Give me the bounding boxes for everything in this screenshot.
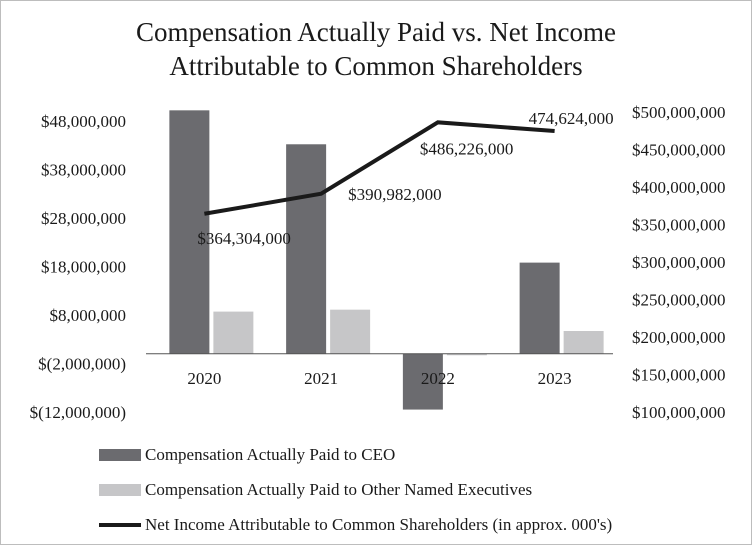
bar-other-executives xyxy=(330,309,371,354)
left-axis-tick-label: $(12,000,000) xyxy=(30,403,126,422)
x-axis-category-label: 2021 xyxy=(304,369,338,388)
right-axis-tick-label: $400,000,000 xyxy=(632,178,726,197)
bar-other-executives xyxy=(446,353,487,356)
legend-label-neo: Compensation Actually Paid to Other Name… xyxy=(145,479,533,499)
net-income-data-label: $486,226,000 xyxy=(420,139,514,158)
right-axis-tick-label: $150,000,000 xyxy=(632,366,726,385)
net-income-data-label: 474,624,000 xyxy=(529,109,614,128)
legend-item-neo: Compensation Actually Paid to Other Name… xyxy=(99,472,739,507)
legend-swatch-neo xyxy=(99,483,141,496)
left-axis-tick-label: $38,000,000 xyxy=(41,161,126,180)
x-axis-category-label: 2020 xyxy=(187,369,221,388)
legend-item-net-income: Net Income Attributable to Common Shareh… xyxy=(99,507,739,542)
left-axis-tick-label: $18,000,000 xyxy=(41,258,126,277)
left-axis-tick-label: $(2,000,000) xyxy=(38,355,126,374)
left-axis-tick-label: $8,000,000 xyxy=(50,306,127,325)
legend-swatch-net-income xyxy=(99,522,141,527)
legend-label-ceo: Compensation Actually Paid to CEO xyxy=(145,444,396,464)
bar-other-executives xyxy=(213,311,254,354)
legend-item-ceo: Compensation Actually Paid to CEO xyxy=(99,437,739,472)
bar-ceo xyxy=(519,262,560,354)
chart-title-line-1: Compensation Actually Paid vs. Net Incom… xyxy=(136,17,616,47)
right-axis-tick-label: $500,000,000 xyxy=(632,103,726,122)
bar-ceo xyxy=(286,144,327,354)
net-income-data-label: $390,982,000 xyxy=(348,185,442,204)
right-axis-tick-label: $200,000,000 xyxy=(632,328,726,347)
bar-ceo xyxy=(402,353,443,410)
right-axis-tick-label: $450,000,000 xyxy=(632,141,726,160)
right-axis-tick-label: $300,000,000 xyxy=(632,253,726,272)
left-axis-tick-label: $48,000,000 xyxy=(41,112,126,131)
legend-label-net-income: Net Income Attributable to Common Shareh… xyxy=(145,514,613,534)
bar-other-executives xyxy=(563,331,604,354)
chart-legend: Compensation Actually Paid to CEO Compen… xyxy=(99,437,739,542)
x-axis-category-label: 2022 xyxy=(421,369,455,388)
chart-title: Compensation Actually Paid vs. Net Incom… xyxy=(1,15,751,83)
net-income-line xyxy=(204,120,555,216)
left-axis-tick-label: $28,000,000 xyxy=(41,209,126,228)
x-axis-category-label: 2023 xyxy=(538,369,572,388)
chart-title-line-2: Attributable to Common Shareholders xyxy=(169,51,583,81)
net-income-data-label: $364,304,000 xyxy=(197,229,291,248)
legend-swatch-ceo xyxy=(99,448,141,461)
right-axis-tick-label: $250,000,000 xyxy=(632,291,726,310)
right-axis-tick-label: $100,000,000 xyxy=(632,403,726,422)
right-axis-tick-label: $350,000,000 xyxy=(632,216,726,235)
bar-ceo xyxy=(169,110,210,354)
